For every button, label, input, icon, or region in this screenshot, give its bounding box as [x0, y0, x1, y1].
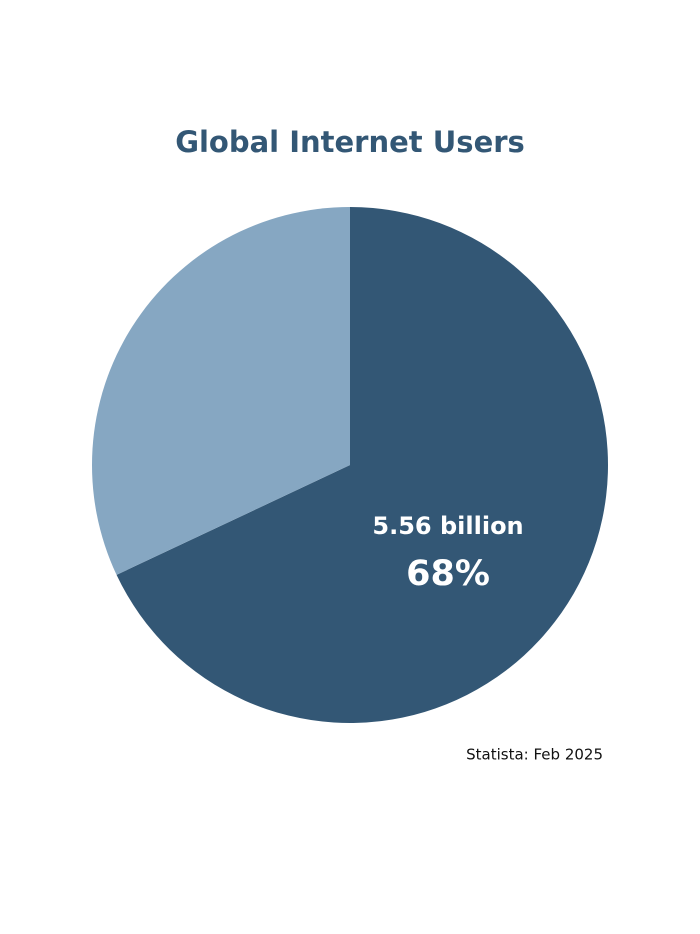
slice-label: 68% — [406, 554, 490, 594]
pie-slice — [91, 206, 350, 575]
chart-title: Global Internet Users — [175, 125, 525, 159]
source-note: Statista: Feb 2025 — [466, 746, 603, 764]
slice-sublabel: 5.56 billion — [372, 512, 523, 540]
pie-slice — [116, 207, 608, 723]
